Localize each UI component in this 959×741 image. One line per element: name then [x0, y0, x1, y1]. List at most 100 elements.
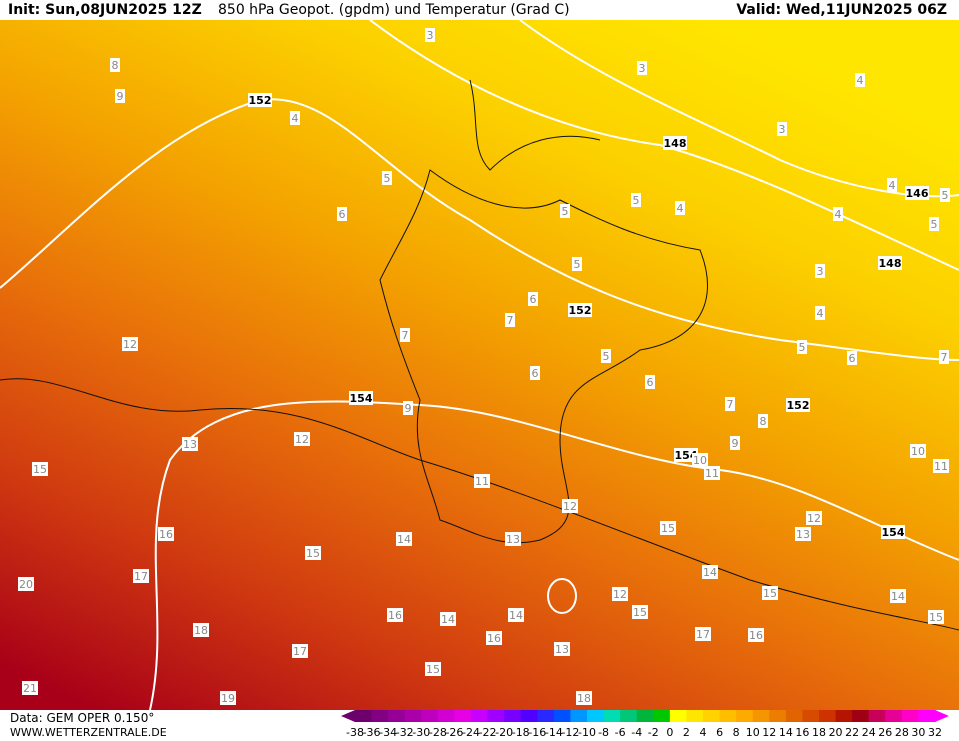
label-box [133, 569, 149, 583]
label-box [337, 207, 347, 221]
temperature-label: 18 [577, 692, 591, 705]
temperature-label: 20 [19, 578, 33, 591]
label-box [815, 264, 825, 278]
label-box [576, 691, 592, 705]
colorbar-tick-label: 2 [683, 726, 690, 739]
colorbar-cell [686, 710, 704, 722]
label-box [382, 171, 392, 185]
colorbar-tick-label: -2 [648, 726, 659, 739]
colorbar-tick-label: -4 [631, 726, 642, 739]
colorbar-cell [520, 710, 538, 722]
temperature-label: 5 [942, 189, 949, 202]
temperature-label: 11 [705, 467, 719, 480]
label-box [645, 375, 655, 389]
temperature-label: 4 [817, 307, 824, 320]
label-box [663, 136, 687, 150]
label-box [929, 217, 939, 231]
temperature-label: 3 [817, 265, 824, 278]
colorbar-tick-label: -22 [479, 726, 497, 739]
temperature-label: 7 [941, 351, 948, 364]
label-box [855, 73, 865, 87]
geopotential-label: 154 [350, 392, 373, 405]
label-box [660, 521, 676, 535]
colorbar-tick-label: -38 [346, 726, 364, 739]
colorbar-tick-label: 18 [812, 726, 826, 739]
colorbar-cell [487, 710, 505, 722]
colorbar-cell [620, 710, 638, 722]
geopotential-label: 152 [249, 94, 272, 107]
temperature-label: 6 [530, 293, 537, 306]
label-box [554, 642, 570, 656]
label-box [910, 444, 926, 458]
temperature-label: 12 [563, 500, 577, 513]
map-title: 850 hPa Geopot. (gpdm) und Temperatur (G… [218, 2, 570, 18]
colorbar-cell [471, 710, 489, 722]
temperature-label: 6 [532, 367, 539, 380]
temperature-label: 15 [763, 587, 777, 600]
label-box [632, 605, 648, 619]
label-box [568, 303, 592, 317]
label-box [122, 337, 138, 351]
temperature-label: 5 [633, 194, 640, 207]
temperature-label: 13 [506, 533, 520, 546]
label-box [294, 432, 310, 446]
label-box [940, 188, 950, 202]
label-box [400, 328, 410, 342]
borders [0, 79, 959, 631]
label-box [18, 577, 34, 591]
temperature-label: 3 [639, 62, 646, 75]
geopotential-label: 154 [675, 449, 698, 462]
colorbar-tick-label: 14 [779, 726, 793, 739]
colorbar-cell [852, 710, 870, 722]
label-box [505, 532, 521, 546]
colorbar-cell [553, 710, 571, 722]
geopotential-label: 152 [569, 304, 592, 317]
label-box [612, 587, 628, 601]
temperature-label: 19 [221, 692, 235, 705]
colorbar-tick-label: -28 [429, 726, 447, 739]
temperature-label: 6 [647, 376, 654, 389]
colorbar-tick-label: 28 [895, 726, 909, 739]
label-box [631, 193, 641, 207]
label-box [425, 662, 441, 676]
label-box [748, 628, 764, 642]
label-box [695, 627, 711, 641]
label-box [939, 350, 949, 364]
temperature-label: 18 [194, 624, 208, 637]
temperature-label: 9 [117, 90, 124, 103]
colorbar-tick-label: -16 [528, 726, 546, 739]
label-box [758, 414, 768, 428]
colorbar-cell [587, 710, 605, 722]
temperature-label: 15 [661, 522, 675, 535]
temperature-label: 6 [849, 352, 856, 365]
temperature-label: 10 [693, 454, 707, 467]
temperature-label: 21 [23, 682, 37, 695]
geopotential-label: 152 [787, 399, 810, 412]
geopotential-lines [0, 20, 959, 710]
label-box [890, 589, 906, 603]
colorbar-cell [769, 710, 787, 722]
label-box [887, 178, 897, 192]
label-box [601, 349, 611, 363]
label-box [290, 111, 300, 125]
colorbar-cell [388, 710, 406, 722]
label-box [878, 256, 902, 270]
temperature-label: 17 [134, 570, 148, 583]
colorbar-cell [371, 710, 389, 722]
label-box [292, 644, 308, 658]
label-box [833, 207, 843, 221]
label-box [806, 511, 822, 525]
colorbar-tick-label: -10 [578, 726, 596, 739]
label-box [182, 437, 198, 451]
temperature-label: 14 [441, 613, 455, 626]
colorbar-cell [835, 710, 853, 722]
label-box [396, 532, 412, 546]
temperature-label: 4 [835, 208, 842, 221]
label-box [115, 89, 125, 103]
data-source: Data: GEM OPER 0.150° [10, 711, 155, 725]
temperature-label: 15 [306, 547, 320, 560]
colorbar-cell [901, 710, 919, 722]
colorbar: -38-36-34-32-30-28-26-24-22-20-18-16-14-… [341, 710, 949, 739]
label-box [692, 453, 708, 467]
colorbar-tick-label: -34 [379, 726, 397, 739]
